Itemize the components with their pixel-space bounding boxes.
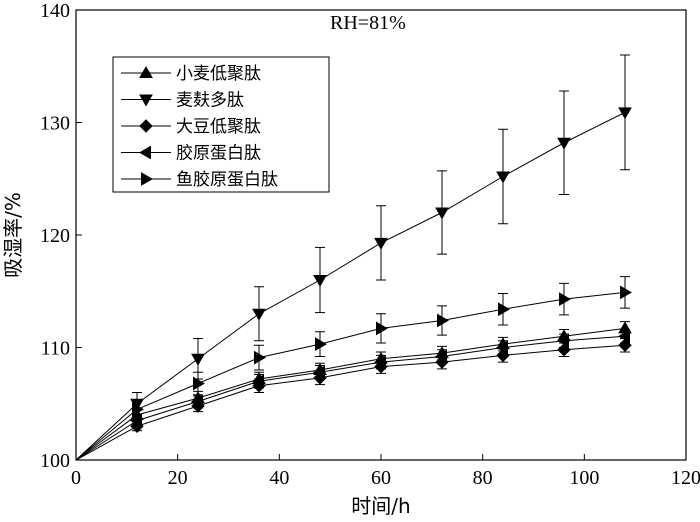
y-axis-label: 吸湿率/% [1,192,25,278]
data-point-marker [190,394,203,409]
legend-label: 麦麸多肽 [176,91,244,111]
legend-label: 胶原蛋白肽 [176,144,261,164]
data-point-marker [254,350,267,365]
x-tick-label: 40 [269,467,289,489]
y-tick-label: 120 [40,225,70,247]
legend-marker [139,65,153,78]
series-4 [75,329,630,461]
series-2 [75,54,632,461]
data-point-marker [312,365,325,380]
legend-label: 小麦低聚肽 [176,64,261,84]
legend-marker [141,172,154,186]
data-point-marker [313,275,327,288]
x-tick-label: 80 [473,467,493,489]
data-point-marker [620,285,633,300]
data-point-marker [618,107,632,120]
data-point-marker [129,413,142,428]
data-point-marker [435,207,449,220]
data-point-marker [498,302,511,317]
data-point-marker [251,374,264,389]
x-tick-label: 0 [71,467,81,489]
data-point-marker [373,355,386,369]
data-point-marker [617,329,630,344]
series-line [75,111,626,461]
data-point-marker [557,137,571,150]
y-tick-label: 110 [41,338,70,360]
x-tick-label: 20 [168,467,188,489]
legend-marker [138,145,151,160]
data-point-marker [374,237,388,250]
rh-annotation: RH=81% [330,12,406,34]
legend-label: 大豆低聚肽 [176,117,261,137]
x-tick-label: 60 [371,467,391,489]
data-point-marker [496,171,510,184]
data-point-marker [191,353,205,366]
legend-label: 鱼胶原蛋白肽 [176,170,278,190]
x-tick-label: 120 [671,467,700,489]
data-point-marker [193,376,206,391]
data-point-marker [495,340,508,355]
series-3 [75,338,632,461]
y-tick-label: 140 [40,0,70,22]
data-point-marker [376,321,389,336]
data-point-marker [437,313,450,328]
data-point-marker [559,292,572,306]
series-line [75,291,626,461]
data-point-marker [252,308,266,321]
series-line [75,335,626,461]
data-point-marker [434,349,447,364]
x-tick-label: 100 [569,467,599,489]
series-line [75,344,626,461]
series-5 [75,276,633,461]
data-point-marker [315,337,328,351]
axis-ticks: 0 20 40 60 80 100 120 100 110 120 130 140 [40,0,700,489]
data-point-marker [556,333,569,348]
legend-marker [139,119,153,133]
series-line [75,327,626,461]
data-point-marker [132,402,145,417]
y-tick-label: 100 [40,450,70,472]
y-tick-label: 130 [40,113,70,135]
legend-marker [139,94,153,107]
plot-content [75,54,633,461]
x-axis-label: 时间/h [351,494,410,518]
